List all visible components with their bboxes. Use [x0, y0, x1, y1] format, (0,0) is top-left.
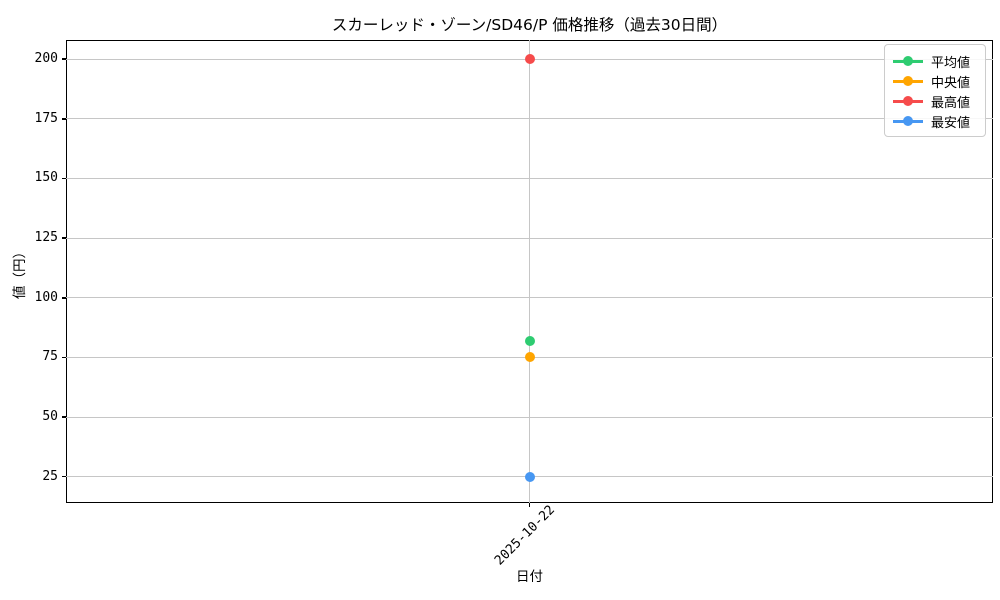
legend-dot-icon	[903, 116, 913, 126]
legend-label: 平均値	[931, 55, 971, 71]
y-tick-mark	[62, 58, 66, 60]
legend-rows: 平均値中央値最高値最安値	[893, 51, 977, 131]
legend-marker	[893, 116, 923, 126]
legend-entry: 最高値	[893, 91, 977, 111]
legend: 平均値中央値最高値最安値	[884, 44, 986, 137]
legend-marker	[893, 56, 923, 66]
legend-dot-icon	[903, 76, 913, 86]
chart-title: スカーレッド・ゾーン/SD46/P 価格推移（過去30日間）	[331, 16, 728, 34]
y-tick-mark	[62, 475, 66, 478]
y-tick-label: 50	[42, 409, 58, 425]
y-tick-mark	[62, 297, 66, 299]
legend-label: 最高値	[931, 95, 971, 111]
legend-label: 中央値	[931, 75, 971, 91]
y-tick-label: 75	[42, 349, 58, 365]
legend-label: 最安値	[931, 115, 971, 131]
legend-marker	[893, 96, 923, 106]
y-tick-mark	[62, 118, 66, 120]
data-point-最高値	[524, 54, 535, 65]
y-tick-mark	[62, 356, 66, 359]
y-tick-label: 125	[34, 230, 58, 246]
legend-marker	[893, 76, 923, 86]
y-tick-mark	[62, 237, 66, 239]
legend-entry: 中央値	[893, 71, 977, 91]
v-gridline	[529, 40, 530, 503]
legend-entry: 平均値	[893, 51, 977, 71]
y-tick-mark	[62, 177, 66, 180]
data-point-中央値	[524, 352, 535, 363]
legend-entry: 最安値	[893, 111, 977, 131]
y-tick-label: 25	[42, 468, 58, 484]
data-point-最安値	[524, 471, 535, 482]
legend-dot-icon	[903, 96, 913, 106]
y-tick-label: 175	[34, 110, 58, 126]
y-tick-mark	[62, 416, 66, 418]
y-tick-label: 150	[34, 170, 58, 186]
y-tick-label: 200	[34, 51, 58, 67]
y-tick-label: 100	[34, 289, 58, 305]
data-point-平均値	[524, 335, 535, 346]
x-axis-label: 日付	[516, 569, 543, 585]
x-tick-mark	[528, 503, 531, 507]
legend-dot-icon	[903, 56, 913, 66]
